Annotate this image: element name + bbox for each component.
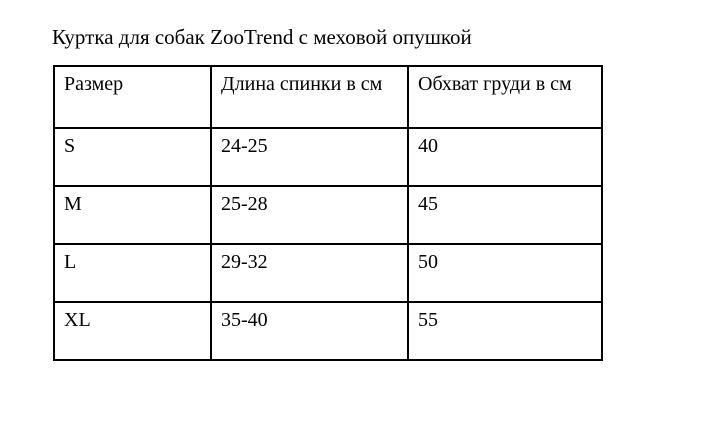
table-header-row: Размер Длина спинки в см Обхват груди в … [53, 65, 603, 129]
cell-back-length: 25-28 [210, 185, 409, 245]
column-header-size: Размер [53, 65, 212, 129]
column-header-chest-girth: Обхват груди в см [407, 65, 603, 129]
table-row: S 24-25 40 [53, 127, 603, 187]
cell-chest-girth: 50 [407, 243, 603, 303]
table-row: L 29-32 50 [53, 243, 603, 303]
cell-chest-girth: 40 [407, 127, 603, 187]
cell-chest-girth: 55 [407, 301, 603, 361]
cell-chest-girth: 45 [407, 185, 603, 245]
table-row: XL 35-40 55 [53, 301, 603, 361]
cell-size: S [53, 127, 212, 187]
cell-size: XL [53, 301, 212, 361]
cell-back-length: 24-25 [210, 127, 409, 187]
cell-size: M [53, 185, 212, 245]
page-title: Куртка для собак ZooTrend с меховой опуш… [52, 25, 472, 49]
size-table: Размер Длина спинки в см Обхват груди в … [53, 65, 603, 361]
cell-back-length: 35-40 [210, 301, 409, 361]
cell-back-length: 29-32 [210, 243, 409, 303]
cell-size: L [53, 243, 212, 303]
column-header-back-length: Длина спинки в см [210, 65, 409, 129]
table-row: M 25-28 45 [53, 185, 603, 245]
